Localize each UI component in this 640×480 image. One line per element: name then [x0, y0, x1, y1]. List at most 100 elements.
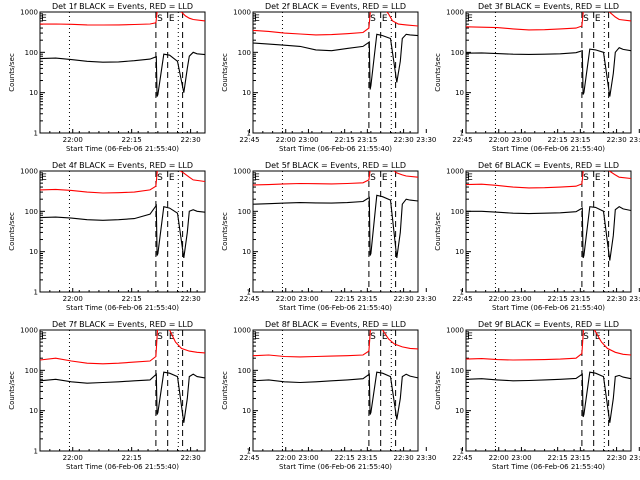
y-tick-label: 1000: [20, 9, 38, 17]
event-annotation: E: [595, 14, 601, 24]
y-tick-label: 10: [455, 407, 464, 415]
x-tick-label: 22:00: [276, 136, 296, 144]
x-axis-label: Start Time (06-Feb-06 21:55:40): [492, 463, 605, 471]
event-annotation: E: [254, 14, 260, 24]
x-tick-label: 23:15: [357, 454, 377, 462]
x-tick-label: 22:15: [335, 295, 355, 303]
x-tick-label: 23:00: [511, 454, 531, 462]
events-series-line: [466, 47, 631, 97]
y-axis-label: Counts/sec: [221, 371, 229, 410]
x-tick-label: 22:30: [180, 454, 200, 462]
x-tick-label: 22:15: [548, 136, 568, 144]
lld-series-line: [40, 330, 205, 365]
events-series-line: [253, 194, 418, 258]
y-tick-label: 1000: [233, 9, 251, 17]
x-axis-label: Start Time (06-Feb-06 21:55:40): [279, 463, 392, 471]
event-annotation: E: [41, 173, 47, 183]
panel-title: Det 8f BLACK = Events, RED = LLD: [265, 320, 406, 329]
y-tick-label: 1000: [446, 327, 464, 335]
x-tick-label: 22:00: [489, 454, 509, 462]
x-tick-label: 22:45: [239, 454, 259, 462]
x-tick-label: 22:45: [239, 295, 259, 303]
x-tick-label: 22:30: [180, 295, 200, 303]
panel-det-3: Det 3f BLACK = Events, RED = LLD 1 10 100 10…: [434, 2, 632, 153]
x-axis-label: Start Time (06-Feb-06 21:55:40): [66, 145, 179, 153]
event-annotation: S: [157, 14, 163, 24]
x-tick-label: 23:00: [298, 295, 318, 303]
y-axis-label: Counts/sec: [221, 212, 229, 251]
y-tick-label: 1: [460, 130, 464, 138]
events-series-line: [466, 371, 631, 423]
panel-title: Det 4f BLACK = Events, RED = LLD: [52, 161, 193, 170]
x-axis-label: Start Time (06-Feb-06 21:55:40): [492, 304, 605, 312]
plot-frame: [39, 170, 206, 293]
x-tick-label: 22:45: [452, 454, 472, 462]
events-series-line: [40, 371, 205, 423]
x-tick-label: 22:00: [63, 295, 83, 303]
lld-series-line: [40, 171, 205, 194]
event-annotation: E: [169, 332, 175, 342]
event-annotation: E: [382, 14, 388, 24]
x-tick-label: 22:30: [393, 454, 413, 462]
x-tick-label: 22:15: [122, 454, 142, 462]
plot-frame: [465, 11, 632, 134]
event-annotation: E: [169, 14, 175, 24]
y-tick-label: 10: [242, 89, 251, 97]
events-series-line: [40, 203, 205, 258]
x-tick-label: 23:00: [511, 136, 531, 144]
x-tick-label: 22:00: [63, 454, 83, 462]
y-tick-label: 1000: [20, 327, 38, 335]
x-axis-label: Start Time (06-Feb-06 21:55:40): [492, 145, 605, 153]
y-tick-label: 1: [34, 130, 38, 138]
x-tick-label: 23:30: [416, 295, 436, 303]
plot-frame: [252, 11, 419, 134]
x-axis-label: Start Time (06-Feb-06 21:55:40): [66, 304, 179, 312]
x-tick-label: 22:00: [489, 295, 509, 303]
y-tick-label: 100: [238, 367, 251, 375]
y-tick-label: 1000: [233, 168, 251, 176]
x-tick-label: 22:00: [489, 136, 509, 144]
event-annotation: E: [254, 332, 260, 342]
x-tick-label: 22:30: [393, 136, 413, 144]
y-tick-label: 1000: [446, 168, 464, 176]
x-tick-label: 22:30: [180, 136, 200, 144]
x-tick-label: 22:45: [452, 295, 472, 303]
x-tick-label: 23:00: [511, 295, 531, 303]
x-axis-label: Start Time (06-Feb-06 21:55:40): [279, 304, 392, 312]
x-tick-label: 22:15: [335, 454, 355, 462]
lld-series-line: [466, 171, 631, 189]
panel-title: Det 2f BLACK = Events, RED = LLD: [265, 2, 406, 11]
panel-det-7: Det 7f BLACK = Events, RED = LLD 1 10 100 10…: [8, 320, 436, 471]
event-annotation: S: [583, 14, 589, 24]
events-series-line: [253, 371, 418, 420]
events-series-line: [253, 33, 418, 90]
x-tick-label: 23:15: [357, 295, 377, 303]
y-tick-label: 100: [451, 49, 464, 57]
event-annotation: S: [157, 332, 163, 342]
event-annotation: E: [595, 332, 601, 342]
x-tick-label: 23:30: [629, 454, 640, 462]
y-tick-label: 10: [29, 407, 38, 415]
x-tick-label: 22:45: [452, 136, 472, 144]
plot-frame: [39, 11, 206, 134]
x-tick-label: 23:15: [570, 295, 590, 303]
x-tick-label: 22:00: [276, 295, 296, 303]
panel-det-1: Det 1f BLACK = Events, RED = LLD 1 10 100 10…: [8, 2, 436, 153]
x-tick-label: 23:00: [298, 136, 318, 144]
event-annotation: S: [583, 173, 589, 183]
events-series-line: [466, 206, 631, 261]
y-axis-label: Counts/sec: [221, 53, 229, 92]
events-series-line: [40, 51, 205, 97]
x-tick-label: 23:30: [416, 136, 436, 144]
y-axis-label: Counts/sec: [434, 212, 442, 251]
event-annotation: E: [595, 173, 601, 183]
panel-title: Det 1f BLACK = Events, RED = LLD: [52, 2, 193, 11]
y-tick-label: 10: [29, 248, 38, 256]
panel-det-2: Det 2f BLACK = Events, RED = LLD 1 10 100 10…: [221, 2, 640, 153]
plot-frame: [39, 329, 206, 452]
event-annotation: E: [254, 173, 260, 183]
x-tick-label: 22:45: [239, 136, 259, 144]
y-tick-label: 1000: [233, 327, 251, 335]
event-annotation: E: [41, 14, 47, 24]
y-axis-label: Counts/sec: [8, 53, 16, 92]
